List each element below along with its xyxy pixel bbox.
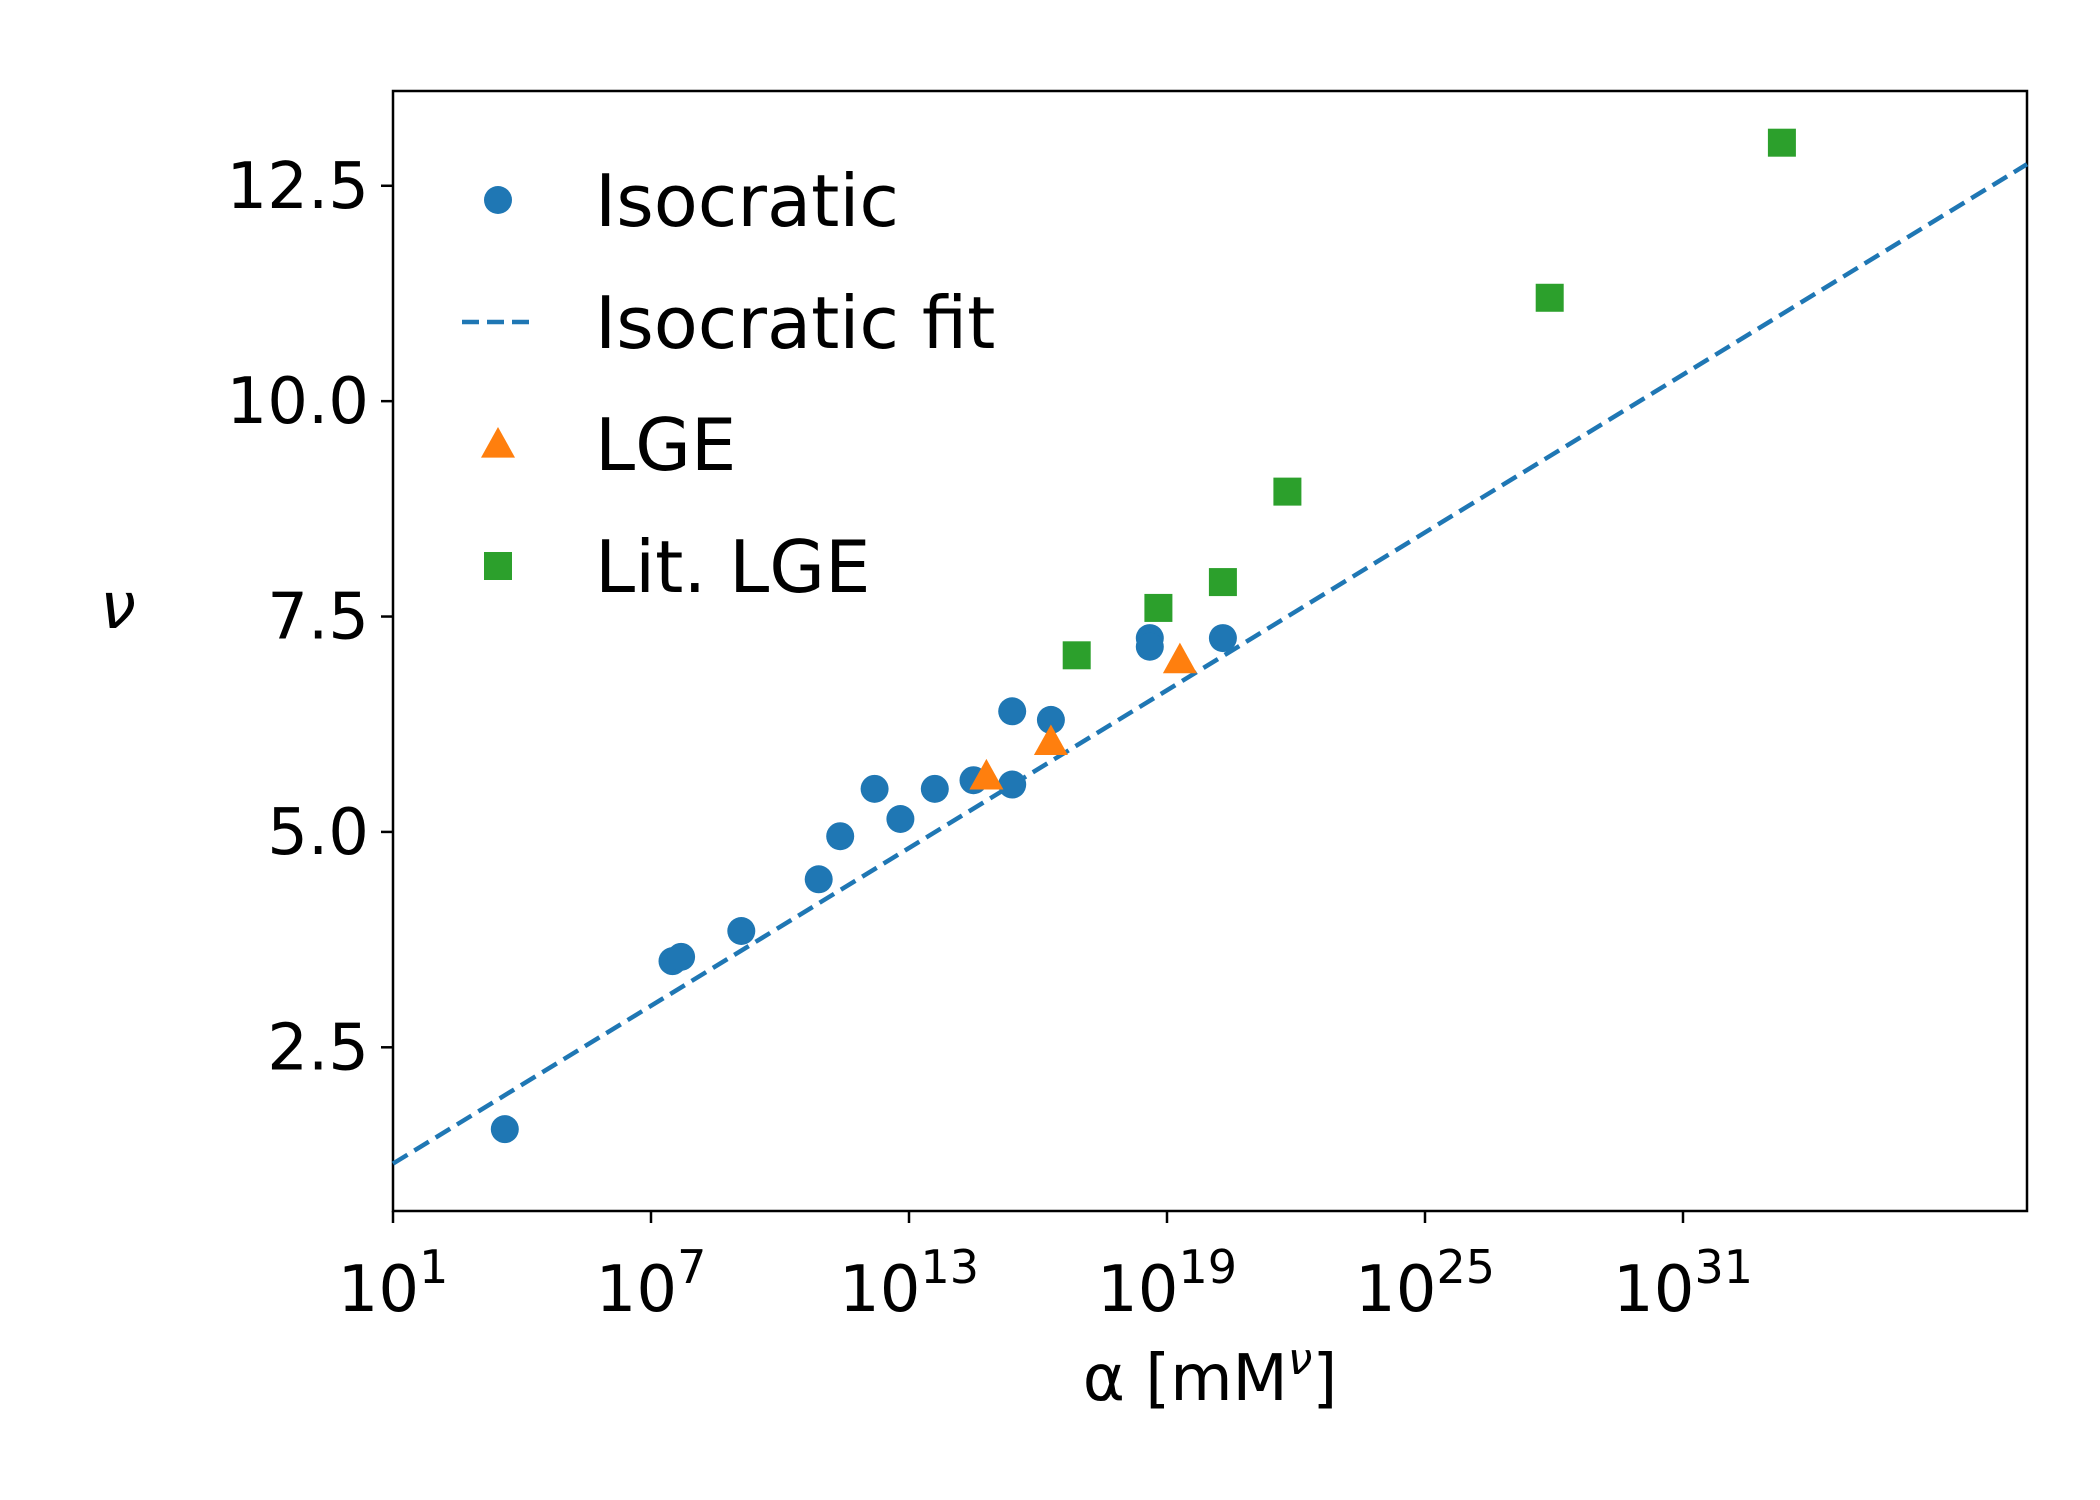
isocratic-point <box>998 697 1027 726</box>
isocratic-point <box>727 917 756 945</box>
x-axis-label-main: α [mM <box>1083 1342 1288 1416</box>
lit-lge-point <box>1535 283 1564 312</box>
lge-point <box>969 758 1004 790</box>
lit-lge-point <box>1144 593 1173 622</box>
isocratic-point <box>804 865 833 894</box>
x-tick-base: 10 <box>596 1253 677 1327</box>
isocratic-point <box>826 822 855 851</box>
isocratic-point <box>1208 624 1237 653</box>
isocratic-point <box>920 774 949 803</box>
isocratic-point <box>490 1115 519 1144</box>
y-tick-label: 7.5 <box>267 581 369 655</box>
lge-point <box>1033 724 1068 756</box>
x-tick-base: 10 <box>1097 1253 1178 1327</box>
y-axis-ticks: 2.5 5.0 7.5 10.0 12.5 <box>227 150 393 1085</box>
y-axis-label: ν <box>100 570 136 644</box>
x-axis-label: α [mMν] <box>1083 1334 1338 1416</box>
fit-line-layer <box>391 162 2029 1166</box>
x-tick-base: 10 <box>338 1253 419 1327</box>
plot-frame <box>391 89 2029 1213</box>
x-tick-exponent: 19 <box>1178 1240 1237 1294</box>
x-tick-label: 1019 <box>1097 1240 1237 1327</box>
x-tick-label: 1013 <box>839 1240 979 1327</box>
x-tick-exponent: 31 <box>1694 1240 1753 1294</box>
legend-marker-swatch <box>484 552 512 580</box>
isocratic-point <box>998 770 1027 799</box>
x-tick-label: 1025 <box>1355 1240 1495 1327</box>
y-tick-label: 2.5 <box>267 1011 369 1085</box>
fit-line <box>391 162 2029 1166</box>
lit-lge-point <box>1208 568 1237 597</box>
x-tick-base: 10 <box>1355 1253 1436 1327</box>
legend-label: LGE <box>595 403 736 487</box>
x-tick-base: 10 <box>839 1253 920 1327</box>
x-tick-exponent: 7 <box>677 1240 706 1294</box>
x-tick-exponent: 1 <box>419 1240 448 1294</box>
isocratic-point <box>860 774 889 803</box>
isocratic-point <box>1036 705 1065 734</box>
isocratic-point <box>886 805 915 833</box>
legend-label: Isocratic fit <box>595 281 995 365</box>
x-axis-label-close: ] <box>1312 1342 1337 1416</box>
x-tick-exponent: 25 <box>1436 1240 1495 1294</box>
y-tick-label: 5.0 <box>267 796 369 870</box>
legend-marker-swatch <box>484 186 512 214</box>
isocratic-point <box>1135 632 1164 661</box>
x-axis-ticks: 101 107 1013 1019 1025 1031 <box>338 1211 1753 1327</box>
marker-layer <box>490 128 1796 1144</box>
legend-label: Isocratic <box>595 159 899 243</box>
x-tick-label: 1031 <box>1613 1240 1753 1327</box>
legend: Isocratic Isocratic fit LGE Lit. LGE <box>462 159 995 609</box>
lge-point <box>1162 642 1197 674</box>
legend-marker-swatch <box>481 427 515 458</box>
y-tick-label: 12.5 <box>227 150 370 224</box>
legend-label: Lit. LGE <box>595 525 871 609</box>
x-tick-exponent: 13 <box>920 1240 979 1294</box>
x-tick-base: 10 <box>1613 1253 1694 1327</box>
isocratic-point <box>667 942 696 971</box>
lit-lge-point <box>1767 128 1796 157</box>
x-axis-label-superscript: ν <box>1288 1334 1313 1385</box>
x-tick-label: 107 <box>596 1240 707 1327</box>
lit-lge-point <box>1273 477 1302 506</box>
y-tick-label: 10.0 <box>227 365 370 439</box>
lit-lge-point <box>1062 641 1091 670</box>
x-tick-label: 101 <box>338 1240 449 1327</box>
